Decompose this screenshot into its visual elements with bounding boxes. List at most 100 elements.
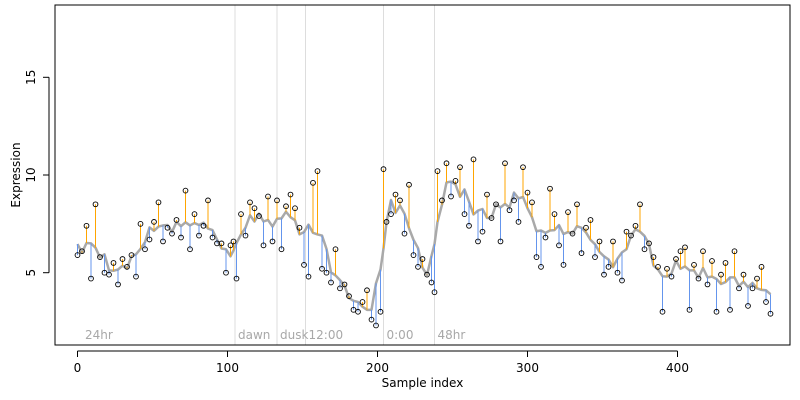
data-point xyxy=(650,254,657,260)
data-point xyxy=(160,238,166,245)
data-point xyxy=(592,254,598,260)
data-point xyxy=(452,178,459,184)
x-axis-title: Sample index xyxy=(382,376,464,390)
data-point xyxy=(191,211,198,217)
data-point xyxy=(691,262,697,268)
data-point xyxy=(547,185,553,192)
data-point xyxy=(424,271,430,278)
data-point xyxy=(655,263,661,270)
data-point xyxy=(305,273,312,280)
data-point xyxy=(251,205,258,212)
data-point xyxy=(128,252,135,258)
data-points xyxy=(74,156,774,329)
data-point xyxy=(709,258,715,264)
data-point xyxy=(754,275,760,282)
data-point xyxy=(155,199,162,206)
data-point xyxy=(383,219,390,225)
data-point xyxy=(428,279,435,286)
data-point xyxy=(763,299,769,305)
data-point xyxy=(556,242,562,249)
data-point xyxy=(704,281,711,288)
data-point xyxy=(247,199,253,206)
x-tick-label: 100 xyxy=(216,361,239,375)
data-point xyxy=(406,181,412,188)
data-point xyxy=(274,197,280,204)
plot-frame xyxy=(54,4,791,346)
data-point xyxy=(146,236,153,243)
data-point xyxy=(758,263,765,270)
data-point xyxy=(200,222,207,229)
trend-polyline xyxy=(76,180,772,312)
data-point xyxy=(475,238,481,245)
data-point xyxy=(601,271,607,278)
data-point xyxy=(415,263,421,270)
data-point xyxy=(443,160,450,167)
data-point xyxy=(101,269,108,276)
data-point xyxy=(551,211,558,217)
data-point xyxy=(731,248,738,255)
residual-segments xyxy=(77,159,771,326)
data-point xyxy=(524,189,531,196)
data-point xyxy=(461,211,468,217)
data-point xyxy=(434,168,441,174)
x-tick-label: 300 xyxy=(516,361,539,375)
data-point xyxy=(673,256,679,262)
data-point xyxy=(355,308,361,315)
data-point xyxy=(466,222,472,229)
data-point xyxy=(359,299,366,305)
data-point xyxy=(587,217,594,223)
data-point xyxy=(164,224,171,231)
data-point xyxy=(337,285,343,292)
data-point xyxy=(457,164,463,171)
x-tick-label: 200 xyxy=(366,361,389,375)
data-point xyxy=(368,316,375,323)
data-point xyxy=(493,201,499,208)
data-point xyxy=(686,306,693,313)
data-point xyxy=(497,238,504,245)
data-point xyxy=(230,238,237,245)
data-point xyxy=(578,250,585,257)
data-point xyxy=(115,281,121,288)
data-point xyxy=(605,263,612,270)
data-point xyxy=(565,209,571,215)
data-point xyxy=(97,254,103,260)
data-point xyxy=(265,193,271,200)
data-point xyxy=(736,285,742,292)
data-point xyxy=(560,262,567,268)
data-point xyxy=(287,191,294,198)
annotations: 24hr dawn dusk 12:00 0:00 48hr xyxy=(85,328,465,342)
data-point xyxy=(583,224,589,231)
trend-line xyxy=(76,180,772,312)
data-point xyxy=(511,197,517,204)
x-tick-label: 0 xyxy=(74,361,82,375)
data-point xyxy=(722,260,729,266)
y-axis-title: Expression xyxy=(9,142,23,207)
annotation-label: dusk xyxy=(280,328,308,342)
data-point xyxy=(301,262,307,268)
data-point xyxy=(142,246,148,253)
data-point xyxy=(538,263,544,270)
annotation-label: 48hr xyxy=(438,328,466,342)
data-point xyxy=(178,234,184,241)
data-point xyxy=(632,222,639,229)
data-point xyxy=(392,191,399,198)
data-point xyxy=(233,275,240,282)
data-point xyxy=(377,308,384,315)
data-point xyxy=(700,248,706,255)
data-point xyxy=(623,228,630,235)
y-tick-label: 15 xyxy=(24,70,38,85)
data-point xyxy=(350,306,357,313)
data-point xyxy=(659,308,666,315)
data-point xyxy=(242,232,249,239)
data-point xyxy=(740,271,747,278)
data-point xyxy=(614,269,621,276)
data-point xyxy=(314,168,321,174)
data-point xyxy=(628,232,634,239)
data-point xyxy=(256,213,262,219)
data-point xyxy=(397,197,403,204)
data-point xyxy=(88,275,94,282)
data-point xyxy=(502,160,508,167)
data-point xyxy=(269,238,276,245)
data-point xyxy=(388,211,394,217)
